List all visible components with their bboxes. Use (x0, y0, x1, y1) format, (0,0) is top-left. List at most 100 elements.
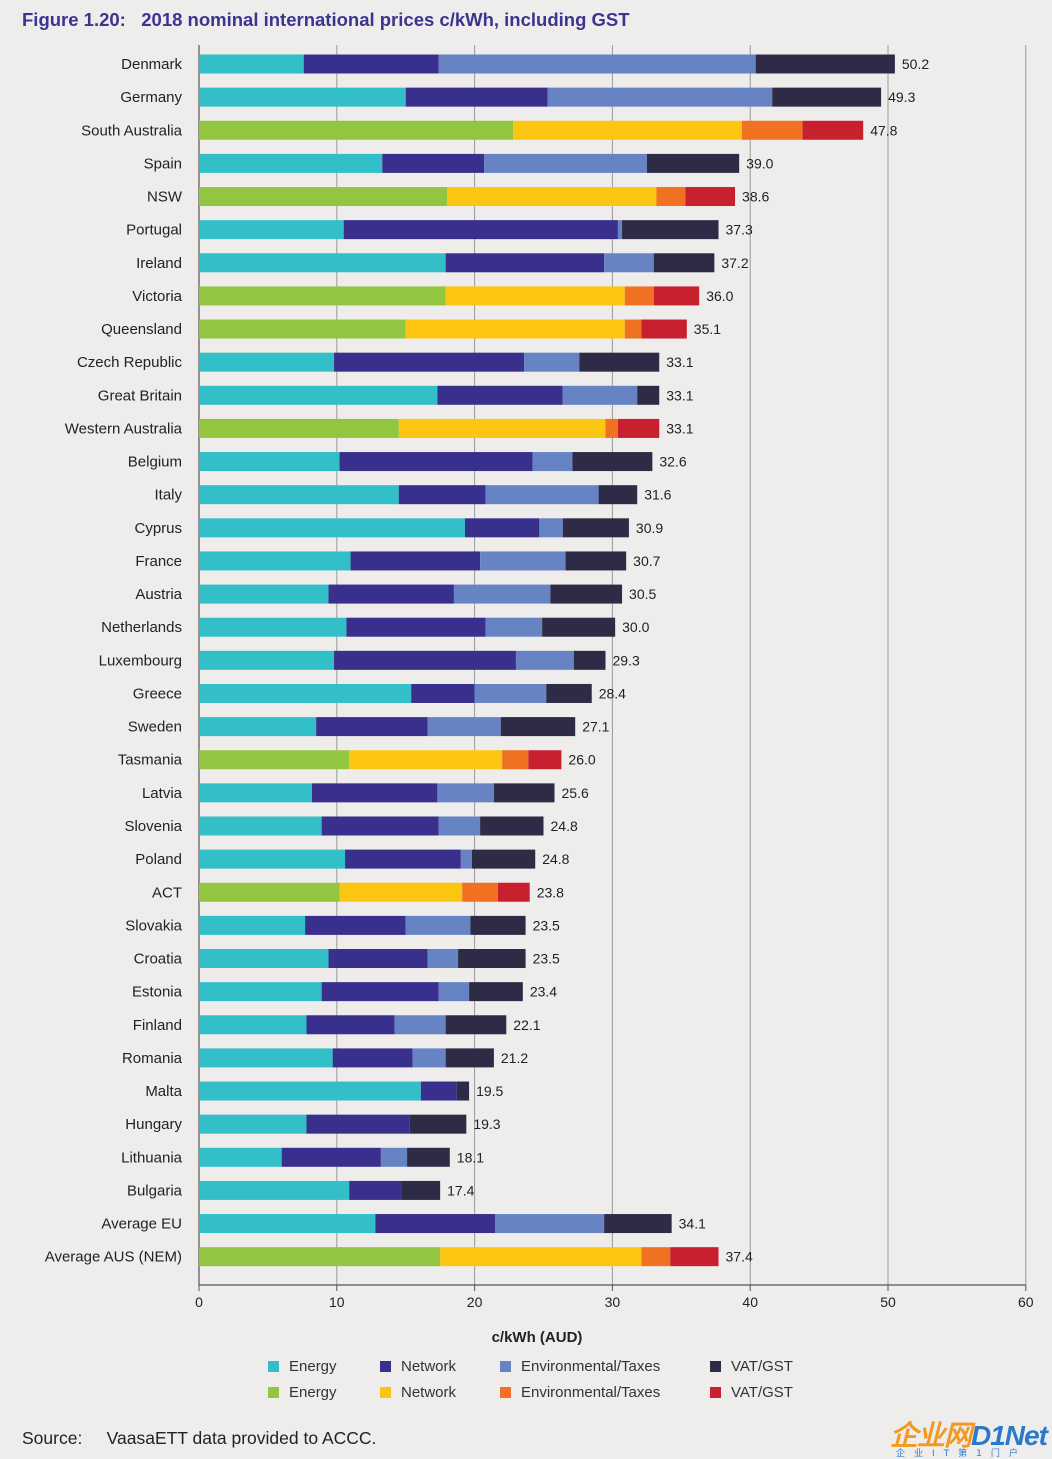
category-label: Malta (145, 1083, 182, 1100)
legend-item: VAT/GST (710, 1384, 793, 1401)
category-label: Germany (120, 89, 182, 106)
data-label: 37.3 (726, 222, 753, 238)
chart-legend: Energy Network Environmental/Taxes VAT/GST E… (268, 1358, 868, 1410)
bar-segment-energy (199, 949, 329, 969)
bar-segment-environmental-taxes (427, 717, 501, 737)
bar-segment-network (306, 1114, 410, 1134)
bar-segment-environmental-taxes (394, 1015, 446, 1035)
bar-segment-network (346, 617, 486, 637)
watermark-net: D1Net (971, 1420, 1048, 1451)
bar-segment-vat-gst (498, 882, 530, 902)
bar-segment-network (350, 551, 481, 571)
bar-segment-energy (199, 1048, 333, 1068)
bar-segment-energy (199, 153, 383, 173)
bar-segment-energy (199, 551, 351, 571)
category-label: ACT (152, 884, 182, 901)
bar-segment-network (382, 153, 485, 173)
bar-segment-vat-gst (772, 87, 882, 107)
bar-segment-network (339, 882, 463, 902)
category-label: Croatia (134, 951, 183, 968)
bar-segment-network (316, 717, 428, 737)
bar-segment-energy (199, 650, 335, 670)
category-label: Estonia (132, 984, 183, 1001)
bar-segment-environmental-taxes (405, 915, 471, 935)
bar-segment-network (305, 915, 406, 935)
category-label: Ireland (136, 255, 182, 272)
source-note: Source: VaasaETT data provided to ACCC. (22, 1428, 377, 1448)
data-label: 25.6 (562, 785, 589, 801)
category-label: Czech Republic (77, 354, 183, 371)
bar-segment-energy (199, 982, 322, 1002)
data-label: 47.8 (870, 122, 897, 138)
legend-label: Energy (289, 1384, 337, 1401)
bar-segment-network (447, 187, 657, 207)
bar-segment-network (345, 849, 461, 869)
bar-segment-vat-gst (469, 982, 523, 1002)
bar-segment-energy (199, 352, 335, 372)
category-label: Luxembourg (99, 652, 182, 669)
bar-segment-network (334, 650, 516, 670)
category-label: Austria (135, 586, 182, 603)
bar-segment-network (445, 286, 625, 306)
legend-swatch (268, 1387, 279, 1398)
data-label: 33.1 (666, 387, 693, 403)
legend-swatch (500, 1361, 511, 1372)
bar-segment-environmental-taxes (624, 319, 642, 339)
bar-segment-network (321, 982, 439, 1002)
legend-label: Network (401, 1384, 457, 1401)
category-label: Greece (133, 685, 182, 702)
legend-label: Environmental/Taxes (521, 1358, 661, 1375)
bar-segment-environmental-taxes (641, 1247, 671, 1267)
bar-segment-energy (199, 1180, 350, 1200)
bar-segment-environmental-taxes (539, 518, 563, 538)
bar-segment-vat-gst (445, 1015, 507, 1035)
bar-segment-energy (199, 783, 312, 803)
watermark-brand: 企业网 (890, 1420, 972, 1451)
bar-segment-energy (199, 1247, 441, 1267)
category-label: Slovenia (124, 818, 182, 835)
bar-segment-vat-gst (500, 717, 576, 737)
category-label: Denmark (121, 56, 182, 73)
legend-row: Energy Network Environmental/Taxes VAT/GST (268, 1358, 868, 1384)
data-label: 39.0 (746, 155, 773, 171)
bar-segment-energy (199, 1147, 282, 1167)
category-label: Tasmania (118, 752, 183, 769)
legend-item: Environmental/Taxes (500, 1358, 660, 1375)
bar-segment-vat-gst (573, 650, 606, 670)
legend-swatch (268, 1361, 279, 1372)
bar-segment-energy (199, 452, 340, 472)
category-label: Portugal (126, 222, 182, 239)
bar-segment-vat-gst (409, 1114, 467, 1134)
legend-label: Environmental/Taxes (521, 1384, 661, 1401)
data-label: 19.3 (473, 1116, 500, 1132)
bar-segment-vat-gst (407, 1147, 450, 1167)
category-label: Victoria (132, 288, 182, 305)
legend-item: VAT/GST (710, 1358, 793, 1375)
bar-segment-vat-gst (653, 253, 715, 273)
data-label: 17.4 (447, 1182, 474, 1198)
bar-segment-network (420, 1081, 457, 1101)
legend-swatch (380, 1361, 391, 1372)
watermark-logo: 企业网D1Net 企业IT第1门户 (890, 1414, 1050, 1459)
category-label: Romania (122, 1050, 183, 1067)
data-label: 30.7 (633, 553, 660, 569)
category-label: Netherlands (101, 619, 182, 636)
category-label: NSW (147, 189, 183, 206)
category-label: Cyprus (134, 520, 182, 537)
bar-segment-energy (199, 418, 399, 438)
bar-segment-vat-gst (617, 418, 660, 438)
data-label: 33.1 (666, 420, 693, 436)
bar-segment-environmental-taxes (562, 385, 638, 405)
legend-item: Energy (268, 1358, 337, 1375)
bar-segment-network (405, 87, 548, 107)
category-label: Sweden (128, 719, 182, 736)
bar-segment-vat-gst (646, 153, 740, 173)
data-label: 24.8 (551, 818, 578, 834)
bar-segment-energy (199, 816, 322, 836)
bar-segment-network (334, 352, 525, 372)
bar-segment-network (375, 1214, 496, 1234)
bar-segment-energy (199, 286, 446, 306)
bar-segment-environmental-taxes (438, 54, 756, 74)
bar-segment-network (411, 683, 475, 703)
